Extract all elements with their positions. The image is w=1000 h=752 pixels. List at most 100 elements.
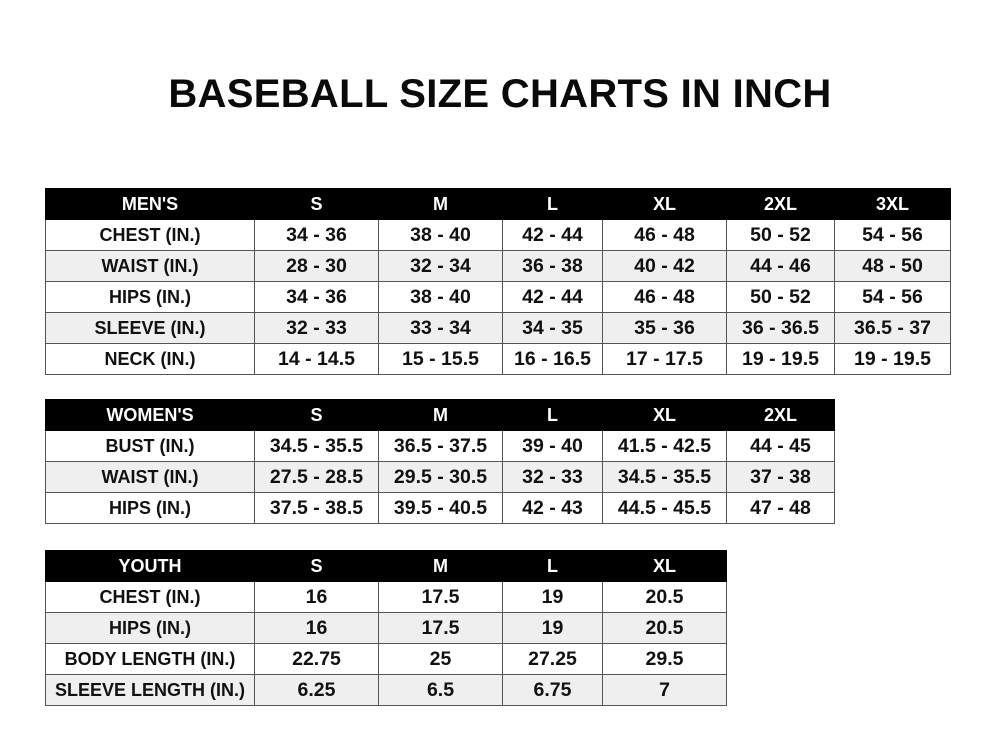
size-value: 6.25 xyxy=(254,674,379,706)
size-header: L xyxy=(502,188,603,220)
size-value: 15 - 15.5 xyxy=(378,343,503,375)
table-row: SLEEVE LENGTH (IN.) 6.25 6.5 6.75 7 xyxy=(45,674,727,706)
size-value: 20.5 xyxy=(602,581,727,613)
size-value: 17.5 xyxy=(378,581,503,613)
size-value: 48 - 50 xyxy=(834,250,951,282)
size-value: 34 - 35 xyxy=(502,312,603,344)
size-value: 29.5 - 30.5 xyxy=(378,461,503,493)
measurement-label: SLEEVE (IN.) xyxy=(45,312,255,344)
size-value: 36.5 - 37 xyxy=(834,312,951,344)
category-header: MEN'S xyxy=(45,188,255,220)
size-header: L xyxy=(502,550,603,582)
header-row: MEN'S S M L XL 2XL 3XL xyxy=(45,188,951,220)
size-value: 19 xyxy=(502,612,603,644)
table-row: HIPS (IN.) 37.5 - 38.5 39.5 - 40.5 42 - 43 4… xyxy=(45,492,835,524)
header-row: YOUTH S M L XL xyxy=(45,550,727,582)
size-value: 39 - 40 xyxy=(502,430,603,462)
size-value: 16 xyxy=(254,581,379,613)
size-value: 44.5 - 45.5 xyxy=(602,492,727,524)
size-header: 2XL xyxy=(726,399,835,431)
measurement-label: BUST (IN.) xyxy=(45,430,255,462)
size-value: 36.5 - 37.5 xyxy=(378,430,503,462)
size-value: 27.5 - 28.5 xyxy=(254,461,379,493)
size-header: XL xyxy=(602,550,727,582)
size-value: 34 - 36 xyxy=(254,281,379,313)
youth-size-table: YOUTH S M L XL CHEST (IN.) 16 17.5 19 20.5 HIPS (I… xyxy=(45,550,727,706)
measurement-label: SLEEVE LENGTH (IN.) xyxy=(45,674,255,706)
size-value: 16 xyxy=(254,612,379,644)
size-value: 19 xyxy=(502,581,603,613)
size-value: 38 - 40 xyxy=(378,281,503,313)
size-value: 42 - 43 xyxy=(502,492,603,524)
size-header: S xyxy=(254,550,379,582)
size-value: 50 - 52 xyxy=(726,281,835,313)
size-value: 38 - 40 xyxy=(378,219,503,251)
size-header: XL xyxy=(602,188,727,220)
size-value: 20.5 xyxy=(602,612,727,644)
size-header: S xyxy=(254,399,379,431)
size-value: 54 - 56 xyxy=(834,281,951,313)
size-value: 32 - 33 xyxy=(502,461,603,493)
size-value: 29.5 xyxy=(602,643,727,675)
size-value: 6.5 xyxy=(378,674,503,706)
size-value: 47 - 48 xyxy=(726,492,835,524)
size-value: 40 - 42 xyxy=(602,250,727,282)
size-value: 42 - 44 xyxy=(502,219,603,251)
size-value: 28 - 30 xyxy=(254,250,379,282)
size-header: 3XL xyxy=(834,188,951,220)
measurement-label: WAIST (IN.) xyxy=(45,250,255,282)
page-title: BASEBALL SIZE CHARTS IN INCH xyxy=(168,72,832,116)
size-value: 27.25 xyxy=(502,643,603,675)
size-value: 17.5 xyxy=(378,612,503,644)
size-value: 25 xyxy=(378,643,503,675)
womens-size-table: WOMEN'S S M L XL 2XL BUST (IN.) 34.5 - 35.5 36.5… xyxy=(45,399,835,524)
measurement-label: HIPS (IN.) xyxy=(45,281,255,313)
mens-size-table: MEN'S S M L XL 2XL 3XL CHEST (IN.) 34 - 36 38 - 4… xyxy=(45,188,951,375)
size-value: 44 - 45 xyxy=(726,430,835,462)
measurement-label: CHEST (IN.) xyxy=(45,219,255,251)
size-value: 46 - 48 xyxy=(602,219,727,251)
measurement-label: HIPS (IN.) xyxy=(45,492,255,524)
size-value: 37.5 - 38.5 xyxy=(254,492,379,524)
table-row: NECK (IN.) 14 - 14.5 15 - 15.5 16 - 16.5 17 … xyxy=(45,343,951,375)
size-value: 14 - 14.5 xyxy=(254,343,379,375)
size-header: M xyxy=(378,550,503,582)
table-row: HIPS (IN.) 16 17.5 19 20.5 xyxy=(45,612,727,644)
table-row: BODY LENGTH (IN.) 22.75 25 27.25 29.5 xyxy=(45,643,727,675)
size-value: 32 - 33 xyxy=(254,312,379,344)
size-value: 34.5 - 35.5 xyxy=(602,461,727,493)
size-value: 54 - 56 xyxy=(834,219,951,251)
size-header: XL xyxy=(602,399,727,431)
size-value: 35 - 36 xyxy=(602,312,727,344)
category-header: YOUTH xyxy=(45,550,255,582)
size-value: 50 - 52 xyxy=(726,219,835,251)
size-header: M xyxy=(378,188,503,220)
header-row: WOMEN'S S M L XL 2XL xyxy=(45,399,835,431)
size-header: 2XL xyxy=(726,188,835,220)
size-value: 33 - 34 xyxy=(378,312,503,344)
table-row: WAIST (IN.) 27.5 - 28.5 29.5 - 30.5 32 - 33… xyxy=(45,461,835,493)
size-value: 36 - 38 xyxy=(502,250,603,282)
size-value: 19 - 19.5 xyxy=(726,343,835,375)
size-value: 6.75 xyxy=(502,674,603,706)
table-row: WAIST (IN.) 28 - 30 32 - 34 36 - 38 40 - 42 4… xyxy=(45,250,951,282)
size-value: 46 - 48 xyxy=(602,281,727,313)
size-value: 32 - 34 xyxy=(378,250,503,282)
measurement-label: WAIST (IN.) xyxy=(45,461,255,493)
size-value: 7 xyxy=(602,674,727,706)
measurement-label: NECK (IN.) xyxy=(45,343,255,375)
table-row: BUST (IN.) 34.5 - 35.5 36.5 - 37.5 39 - 40 4… xyxy=(45,430,835,462)
size-value: 19 - 19.5 xyxy=(834,343,951,375)
size-header: S xyxy=(254,188,379,220)
size-value: 36 - 36.5 xyxy=(726,312,835,344)
size-value: 34 - 36 xyxy=(254,219,379,251)
size-value: 37 - 38 xyxy=(726,461,835,493)
size-value: 44 - 46 xyxy=(726,250,835,282)
measurement-label: CHEST (IN.) xyxy=(45,581,255,613)
size-value: 39.5 - 40.5 xyxy=(378,492,503,524)
category-header: WOMEN'S xyxy=(45,399,255,431)
table-row: CHEST (IN.) 16 17.5 19 20.5 xyxy=(45,581,727,613)
size-value: 17 - 17.5 xyxy=(602,343,727,375)
table-row: CHEST (IN.) 34 - 36 38 - 40 42 - 44 46 - 48 5… xyxy=(45,219,951,251)
size-value: 34.5 - 35.5 xyxy=(254,430,379,462)
